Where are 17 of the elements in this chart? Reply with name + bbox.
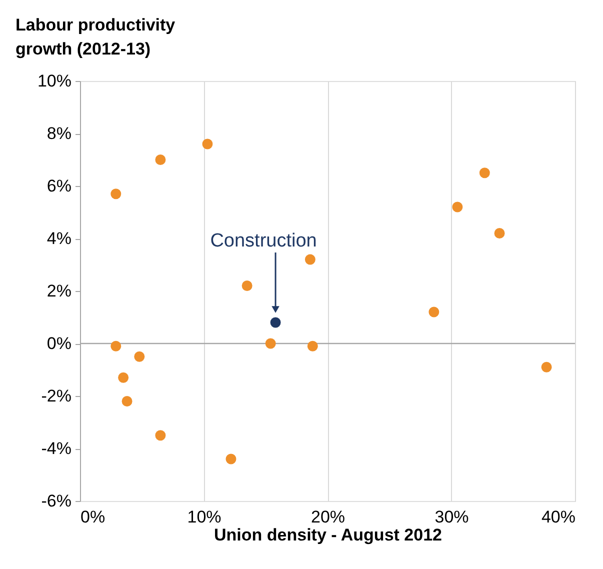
x-tick-label: 0% <box>80 508 106 526</box>
x-tick-label: 40% <box>541 508 576 526</box>
x-tick-label: 20% <box>310 508 346 526</box>
y-tick-label: 0% <box>46 334 72 353</box>
y-tick-label: -6% <box>41 492 72 510</box>
y-tick-label: 6% <box>46 176 72 196</box>
y-tick-label: 10% <box>37 72 72 90</box>
y-tick-label: 4% <box>46 229 72 248</box>
y-tick-label: -2% <box>41 386 72 406</box>
y-tick-label: 2% <box>46 282 72 300</box>
x-tick-label: 30% <box>434 508 469 526</box>
y-tick-label: -4% <box>41 439 72 458</box>
y-tick-label: 8% <box>46 124 72 143</box>
x-axis-title: Union density - August 2012 <box>214 526 442 544</box>
annotation: Construction <box>210 230 317 252</box>
x-tick-label: 10% <box>187 508 222 526</box>
y-axis-title: Labour productivity growth (2012-13) <box>16 16 176 58</box>
